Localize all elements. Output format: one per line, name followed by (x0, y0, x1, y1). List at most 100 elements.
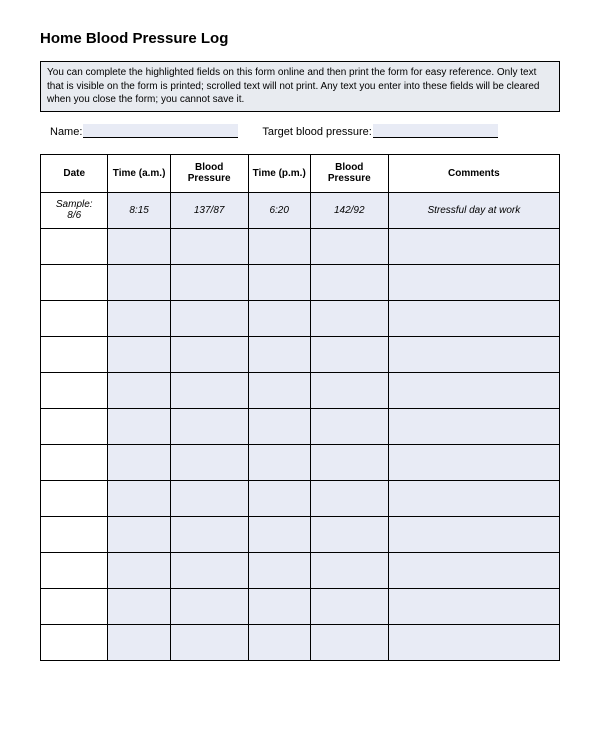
cell-comments[interactable] (388, 408, 559, 444)
cell-bp-pm[interactable] (310, 480, 388, 516)
table-row (41, 300, 560, 336)
table-row (41, 588, 560, 624)
table-row (41, 552, 560, 588)
cell-bp-pm[interactable] (310, 552, 388, 588)
cell-bp-am[interactable] (170, 228, 248, 264)
target-field-group: Target blood pressure: (262, 124, 497, 138)
table-row (41, 444, 560, 480)
cell-comments[interactable] (388, 480, 559, 516)
cell-time-pm[interactable] (248, 264, 310, 300)
cell-bp-am[interactable] (170, 300, 248, 336)
cell-date[interactable] (41, 300, 108, 336)
cell-time-pm[interactable]: 6:20 (248, 192, 310, 228)
log-table: Date Time (a.m.) Blood Pressure Time (p.… (40, 154, 560, 661)
cell-time-pm[interactable] (248, 408, 310, 444)
cell-time-am[interactable] (108, 336, 170, 372)
target-input[interactable] (373, 124, 498, 138)
fields-row: Name: Target blood pressure: (40, 124, 560, 138)
cell-time-am[interactable] (108, 552, 170, 588)
cell-time-am[interactable] (108, 408, 170, 444)
cell-comments[interactable] (388, 588, 559, 624)
table-row (41, 408, 560, 444)
col-header-bp-am: Blood Pressure (170, 154, 248, 192)
cell-bp-pm[interactable]: 142/92 (310, 192, 388, 228)
cell-date[interactable]: Sample:8/6 (41, 192, 108, 228)
col-header-time-pm: Time (p.m.) (248, 154, 310, 192)
table-header-row: Date Time (a.m.) Blood Pressure Time (p.… (41, 154, 560, 192)
cell-time-pm[interactable] (248, 372, 310, 408)
cell-time-pm[interactable] (248, 552, 310, 588)
cell-date[interactable] (41, 372, 108, 408)
cell-time-am[interactable] (108, 624, 170, 660)
cell-time-pm[interactable] (248, 624, 310, 660)
cell-date[interactable] (41, 228, 108, 264)
cell-date[interactable] (41, 264, 108, 300)
cell-date[interactable] (41, 336, 108, 372)
col-header-date: Date (41, 154, 108, 192)
cell-bp-pm[interactable] (310, 264, 388, 300)
cell-bp-am[interactable] (170, 480, 248, 516)
cell-time-am[interactable] (108, 372, 170, 408)
cell-date[interactable] (41, 624, 108, 660)
cell-date[interactable] (41, 552, 108, 588)
cell-bp-pm[interactable] (310, 228, 388, 264)
cell-bp-pm[interactable] (310, 588, 388, 624)
cell-date[interactable] (41, 480, 108, 516)
cell-bp-pm[interactable] (310, 300, 388, 336)
cell-bp-am[interactable] (170, 516, 248, 552)
name-label: Name: (50, 126, 82, 138)
cell-time-am[interactable] (108, 516, 170, 552)
cell-time-am[interactable] (108, 480, 170, 516)
cell-bp-pm[interactable] (310, 372, 388, 408)
cell-time-am[interactable] (108, 228, 170, 264)
cell-bp-am[interactable] (170, 264, 248, 300)
cell-comments[interactable] (388, 264, 559, 300)
cell-comments[interactable] (388, 300, 559, 336)
cell-time-pm[interactable] (248, 336, 310, 372)
cell-date[interactable] (41, 516, 108, 552)
cell-time-am[interactable]: 8:15 (108, 192, 170, 228)
cell-bp-am[interactable] (170, 588, 248, 624)
cell-bp-pm[interactable] (310, 516, 388, 552)
cell-time-pm[interactable] (248, 228, 310, 264)
table-row (41, 624, 560, 660)
cell-bp-am[interactable]: 137/87 (170, 192, 248, 228)
table-body: Sample:8/68:15137/876:20142/92Stressful … (41, 192, 560, 660)
cell-comments[interactable] (388, 336, 559, 372)
cell-bp-am[interactable] (170, 624, 248, 660)
cell-date[interactable] (41, 444, 108, 480)
cell-comments[interactable] (388, 516, 559, 552)
cell-time-am[interactable] (108, 444, 170, 480)
cell-comments[interactable]: Stressful day at work (388, 192, 559, 228)
cell-bp-am[interactable] (170, 408, 248, 444)
cell-time-am[interactable] (108, 300, 170, 336)
cell-time-pm[interactable] (248, 588, 310, 624)
cell-bp-pm[interactable] (310, 408, 388, 444)
name-field-group: Name: (50, 124, 238, 138)
name-input[interactable] (83, 124, 238, 138)
cell-time-pm[interactable] (248, 300, 310, 336)
cell-bp-pm[interactable] (310, 444, 388, 480)
cell-comments[interactable] (388, 372, 559, 408)
cell-time-am[interactable] (108, 588, 170, 624)
cell-bp-am[interactable] (170, 444, 248, 480)
page-title: Home Blood Pressure Log (40, 30, 560, 47)
cell-bp-am[interactable] (170, 336, 248, 372)
cell-comments[interactable] (388, 624, 559, 660)
cell-time-pm[interactable] (248, 516, 310, 552)
target-label: Target blood pressure: (262, 126, 371, 138)
cell-comments[interactable] (388, 228, 559, 264)
cell-bp-am[interactable] (170, 372, 248, 408)
cell-bp-pm[interactable] (310, 336, 388, 372)
cell-time-am[interactable] (108, 264, 170, 300)
cell-date[interactable] (41, 588, 108, 624)
cell-comments[interactable] (388, 552, 559, 588)
cell-time-pm[interactable] (248, 444, 310, 480)
cell-bp-pm[interactable] (310, 624, 388, 660)
cell-comments[interactable] (388, 444, 559, 480)
cell-time-pm[interactable] (248, 480, 310, 516)
cell-bp-am[interactable] (170, 552, 248, 588)
cell-date[interactable] (41, 408, 108, 444)
table-row (41, 516, 560, 552)
table-row (41, 228, 560, 264)
